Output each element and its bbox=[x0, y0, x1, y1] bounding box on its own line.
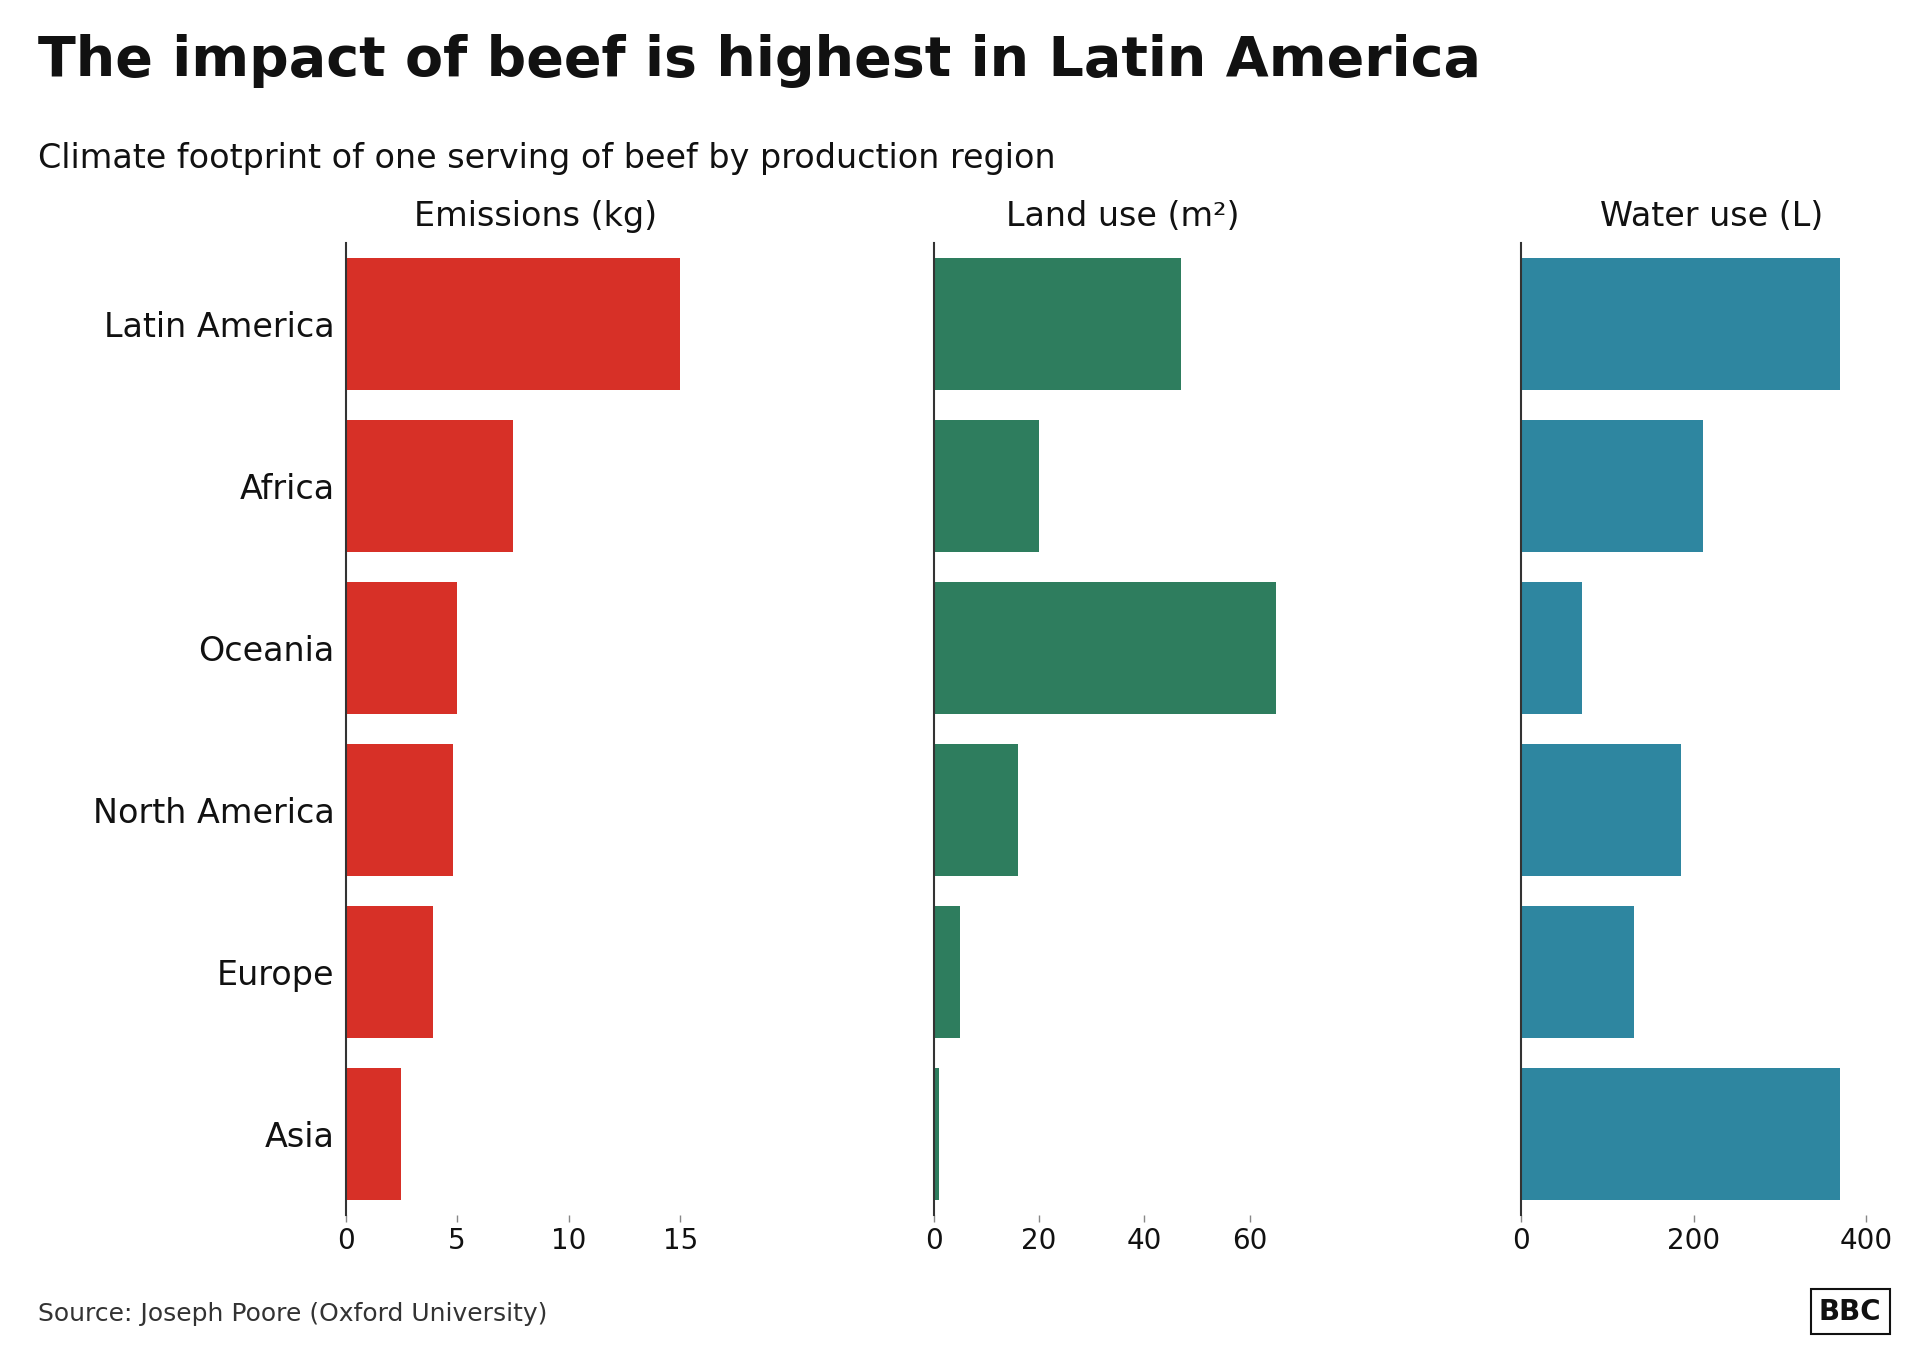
Text: Climate footprint of one serving of beef by production region: Climate footprint of one serving of beef… bbox=[38, 142, 1056, 174]
Bar bbox=[346, 420, 513, 552]
Bar bbox=[1521, 420, 1703, 552]
Text: The impact of beef is highest in Latin America: The impact of beef is highest in Latin A… bbox=[38, 34, 1482, 88]
Title: Emissions (kg): Emissions (kg) bbox=[413, 200, 657, 234]
Bar bbox=[933, 420, 1039, 552]
Bar bbox=[933, 906, 960, 1038]
Title: Land use (m²): Land use (m²) bbox=[1006, 200, 1240, 234]
Bar bbox=[346, 582, 457, 714]
Bar bbox=[933, 582, 1277, 714]
Title: Water use (L): Water use (L) bbox=[1599, 200, 1822, 234]
Bar bbox=[1521, 1068, 1841, 1200]
Text: BBC: BBC bbox=[1818, 1297, 1882, 1326]
Bar bbox=[1521, 258, 1841, 390]
Bar bbox=[346, 744, 453, 876]
Bar bbox=[933, 744, 1018, 876]
Bar bbox=[1521, 582, 1582, 714]
Bar bbox=[346, 906, 432, 1038]
Text: Source: Joseph Poore (Oxford University): Source: Joseph Poore (Oxford University) bbox=[38, 1301, 547, 1326]
Bar bbox=[346, 258, 680, 390]
Bar bbox=[1521, 744, 1682, 876]
Bar bbox=[346, 1068, 401, 1200]
Bar bbox=[1521, 906, 1634, 1038]
Bar bbox=[933, 1068, 939, 1200]
Bar bbox=[933, 258, 1181, 390]
